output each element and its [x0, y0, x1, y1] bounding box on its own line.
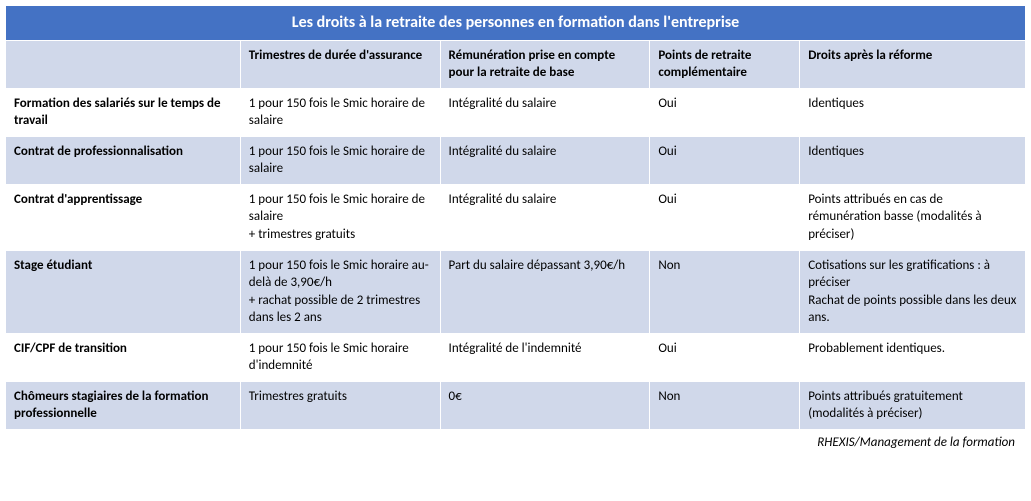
cell: Cotisations sur les gratifications : à p… [800, 250, 1026, 333]
cell: Intégralité du salaire [440, 88, 650, 136]
cell: Intégralité du salaire [440, 136, 650, 184]
cell: Part du salaire dépassant 3,90€/h [440, 250, 650, 333]
cell: 1 pour 150 fois le Smic horaire de salai… [240, 136, 440, 184]
cell: Non [650, 381, 800, 429]
table-title: Les droits à la retraite des personnes e… [6, 6, 1026, 41]
table-header-row: Trimestres de durée d'assurance Rémunéra… [6, 40, 1026, 88]
col-header-0 [6, 40, 241, 88]
cell: 1 pour 150 fois le Smic horaire de salai… [240, 184, 440, 250]
cell: 0€ [440, 381, 650, 429]
cell: 1 pour 150 fois le Smic horaire de salai… [240, 88, 440, 136]
table-row: Chômeurs stagiaires de la formation prof… [6, 381, 1026, 429]
row-label: Stage étudiant [6, 250, 241, 333]
table-footer-row: RHEXIS/Management de la formation [6, 429, 1026, 456]
cell: Points attribués gratuitement (modalités… [800, 381, 1026, 429]
retirement-rights-table: Les droits à la retraite des personnes e… [5, 5, 1026, 456]
table-row: Stage étudiant 1 pour 150 fois le Smic h… [6, 250, 1026, 333]
row-label: Contrat de professionnalisation [6, 136, 241, 184]
col-header-1: Trimestres de durée d'assurance [240, 40, 440, 88]
cell: Trimestres gratuits [240, 381, 440, 429]
row-label: Chômeurs stagiaires de la formation prof… [6, 381, 241, 429]
col-header-2: Rémunération prise en compte pour la ret… [440, 40, 650, 88]
cell: Oui [650, 88, 800, 136]
cell: Intégralité du salaire [440, 184, 650, 250]
table-row: Contrat d'apprentissage 1 pour 150 fois … [6, 184, 1026, 250]
table-footer: RHEXIS/Management de la formation [6, 429, 1026, 456]
table-title-row: Les droits à la retraite des personnes e… [6, 6, 1026, 41]
cell: 1 pour 150 fois le Smic horaire au-delà … [240, 250, 440, 333]
cell: Oui [650, 136, 800, 184]
cell: Identiques [800, 136, 1026, 184]
cell: 1 pour 150 fois le Smic horaire d'indemn… [240, 333, 440, 381]
table-row: Contrat de professionnalisation 1 pour 1… [6, 136, 1026, 184]
row-label: CIF/CPF de transition [6, 333, 241, 381]
cell: Oui [650, 333, 800, 381]
row-label: Contrat d'apprentissage [6, 184, 241, 250]
table-row: Formation des salariés sur le temps de t… [6, 88, 1026, 136]
cell: Oui [650, 184, 800, 250]
cell: Non [650, 250, 800, 333]
col-header-3: Points de retraite complémentaire [650, 40, 800, 88]
cell: Intégralité de l'indemnité [440, 333, 650, 381]
col-header-4: Droits après la réforme [800, 40, 1026, 88]
cell: Points attribués en cas de rémunération … [800, 184, 1026, 250]
row-label: Formation des salariés sur le temps de t… [6, 88, 241, 136]
cell: Probablement identiques. [800, 333, 1026, 381]
table-row: CIF/CPF de transition 1 pour 150 fois le… [6, 333, 1026, 381]
cell: Identiques [800, 88, 1026, 136]
